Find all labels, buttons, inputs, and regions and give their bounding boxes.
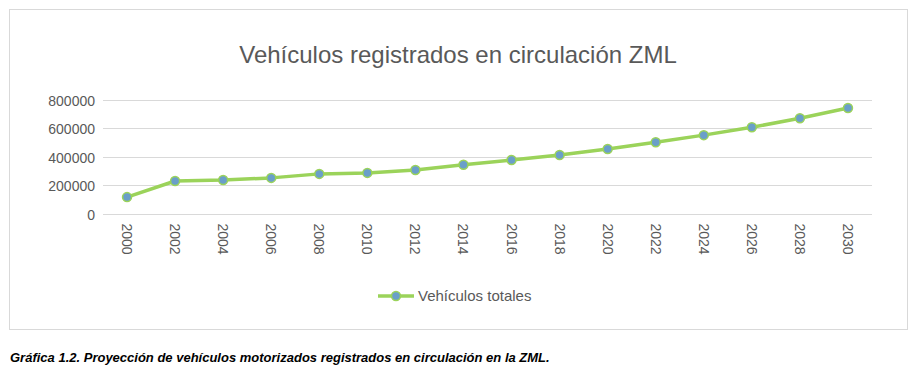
series-marker [219, 176, 228, 185]
x-tick-label: 2014 [455, 224, 471, 255]
series-marker [699, 131, 708, 140]
series-marker [507, 156, 516, 165]
legend-marker [392, 292, 401, 301]
x-tick-label: 2030 [840, 224, 856, 255]
x-tick-label: 2006 [263, 224, 279, 255]
grid-line [103, 214, 872, 215]
legend-label: Vehículos totales [418, 287, 531, 304]
y-tick-label: 600000 [48, 121, 95, 137]
x-tick-label: 2004 [215, 224, 231, 255]
plot-area [123, 104, 853, 202]
x-tick-label: 2024 [696, 224, 712, 255]
series-line [127, 108, 848, 197]
series-marker [843, 104, 852, 113]
x-tick-label: 2022 [648, 224, 664, 255]
x-tick-label: 2012 [407, 224, 423, 255]
chart-frame [10, 10, 908, 330]
x-tick-label: 2028 [792, 224, 808, 255]
grid-line [103, 157, 872, 158]
series-marker [747, 123, 756, 132]
series-marker [459, 160, 468, 169]
grid-line [103, 185, 872, 186]
series-marker [603, 144, 612, 153]
series-marker [555, 151, 564, 160]
x-tick-label: 2010 [359, 224, 375, 255]
caption: Gráfica 1.2. Proyección de vehículos mot… [10, 350, 550, 365]
x-tick-label: 2020 [600, 224, 616, 255]
x-tick-label: 2008 [311, 224, 327, 255]
series-marker [315, 169, 324, 178]
series-marker [651, 138, 660, 147]
grid-line [103, 100, 872, 101]
y-tick-label: 800000 [48, 93, 95, 109]
series-marker [267, 173, 276, 182]
y-tick-label: 0 [87, 207, 95, 223]
chart-title: Vehículos registrados en circulación ZML [239, 41, 677, 68]
chart: Vehículos registrados en circulación ZML… [0, 0, 917, 391]
series-marker [363, 168, 372, 177]
series-marker [123, 193, 132, 202]
series-marker [795, 114, 804, 123]
series-marker [411, 166, 420, 175]
x-tick-label: 2002 [167, 224, 183, 255]
x-tick-label: 2016 [504, 224, 520, 255]
x-tick-label: 2000 [119, 224, 135, 255]
x-tick-label: 2026 [744, 224, 760, 255]
y-tick-label: 200000 [48, 178, 95, 194]
y-tick-label: 400000 [48, 150, 95, 166]
series-marker [171, 177, 180, 186]
x-tick-label: 2018 [552, 224, 568, 255]
